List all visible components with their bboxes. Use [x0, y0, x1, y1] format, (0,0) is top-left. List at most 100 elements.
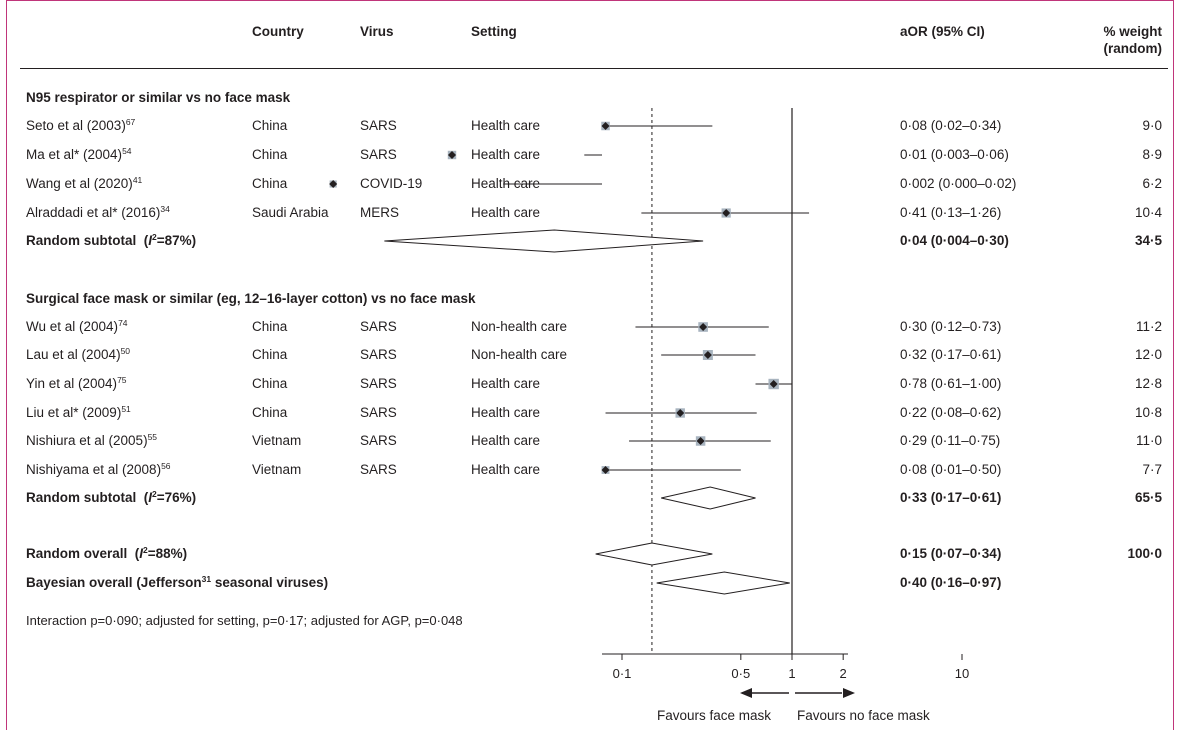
study-aor: 0·41 (0·13–1·26): [900, 205, 1002, 220]
study-name: Wang et al (2020)41: [26, 175, 142, 194]
study-setting: Health care: [471, 176, 541, 191]
study-ref: 74: [118, 318, 128, 328]
study-weight: 10·4: [1134, 205, 1162, 220]
study-country: China: [252, 118, 288, 133]
subtotal-aor: 0·04 (0·004–0·30): [900, 233, 1009, 248]
group-title-surgical: Surgical face mask or similar (eg, 12–16…: [26, 290, 475, 308]
study-name: Lau et al (2004)50: [26, 346, 130, 365]
study-setting: Health care: [471, 147, 541, 162]
study-ref: 54: [122, 146, 132, 156]
group-title-text: Surgical face mask or similar (eg, 12–16…: [26, 291, 476, 306]
study-setting: Non-health care: [471, 347, 568, 362]
bayesian-aor: 0·40 (0·16–0·97): [900, 575, 1002, 590]
study-weight: 6·2: [1142, 176, 1162, 191]
study-label: Nishiura et al (2005): [26, 433, 148, 448]
study-weight: 8·9: [1142, 147, 1162, 162]
study-country: China: [252, 176, 288, 191]
overall-i2: =88%): [147, 546, 188, 561]
study-country: Vietnam: [252, 433, 302, 448]
study-setting: Health care: [471, 118, 541, 133]
header-weight-line1: % weight: [1103, 24, 1162, 39]
study-weight: 10·8: [1134, 405, 1162, 420]
study-aor: 0·30 (0·12–0·73): [900, 319, 1002, 334]
study-ref: 34: [160, 204, 170, 214]
interaction-footnote: Interaction p=0·090; adjusted for settin…: [26, 613, 463, 628]
study-aor: 0·78 (0·61–1·00): [900, 376, 1002, 391]
study-label: Ma et al* (2004): [26, 147, 123, 162]
subtotal-weight: 65·5: [1134, 490, 1162, 505]
study-weight: 7·7: [1142, 462, 1162, 477]
header-country: Country: [252, 24, 304, 39]
favours-no-face-mask: Favours no face mask: [797, 708, 930, 723]
bayesian-label: Bayesian overall (Jefferson31 seasonal v…: [26, 574, 328, 593]
study-weight: 12·8: [1134, 376, 1162, 391]
study-country: China: [252, 147, 288, 162]
study-name: Ma et al* (2004)54: [26, 146, 132, 165]
study-aor: 0·08 (0·01–0·50): [900, 462, 1002, 477]
study-setting: Health care: [471, 205, 541, 220]
subtotal-text: Random subtotal: [26, 490, 137, 505]
study-label: Wu et al (2004): [26, 319, 119, 334]
study-weight: 11·0: [1135, 433, 1162, 448]
overall-text: Random overall: [26, 546, 128, 561]
subtotal-weight: 34·5: [1134, 233, 1162, 248]
subtotal-text: Random subtotal: [26, 233, 137, 248]
header-setting: Setting: [471, 24, 517, 39]
study-ref: 56: [161, 461, 171, 471]
header-virus: Virus: [360, 24, 394, 39]
study-aor: 0·32 (0·17–0·61): [900, 347, 1002, 362]
overall-weight: 100·0: [1127, 546, 1162, 561]
study-country: China: [252, 347, 288, 362]
subtotal-label: Random subtotal (I2=76%): [26, 489, 197, 505]
study-setting: Health care: [471, 433, 541, 448]
study-virus: SARS: [360, 376, 397, 391]
group-title-n95: N95 respirator or similar vs no face mas…: [26, 89, 290, 107]
study-virus: SARS: [360, 405, 397, 420]
study-name: Nishiura et al (2005)55: [26, 432, 157, 451]
group-title-text: N95 respirator or similar vs no face mas…: [26, 90, 291, 105]
study-ref: 41: [132, 175, 143, 185]
study-weight: 9·0: [1142, 118, 1162, 133]
study-virus: SARS: [360, 319, 397, 334]
study-label: Lau et al (2004): [26, 347, 121, 362]
header-aor: aOR (95% CI): [900, 24, 985, 39]
study-virus: MERS: [360, 205, 400, 220]
study-virus: COVID-19: [360, 176, 423, 191]
study-weight: 12·0: [1134, 347, 1162, 362]
study-country: China: [252, 405, 288, 420]
study-name: Nishiyama et al (2008)56: [26, 461, 171, 480]
subtotal-aor: 0·33 (0·17–0·61): [900, 490, 1002, 505]
study-ref: 51: [121, 404, 131, 414]
study-label: Nishiyama et al (2008): [26, 462, 162, 477]
subtotal-i2: =87%): [156, 233, 197, 248]
study-label: Alraddadi et al* (2016): [26, 205, 161, 220]
study-virus: SARS: [360, 462, 397, 477]
study-label: Wang et al (2020): [26, 176, 133, 191]
study-country: China: [252, 319, 288, 334]
study-setting: Non-health care: [471, 319, 568, 334]
subtotal-label: Random subtotal (I2=87%): [26, 232, 197, 248]
study-label: Liu et al* (2009): [26, 405, 122, 420]
study-virus: SARS: [360, 433, 397, 448]
study-name: Seto et al (2003)67: [26, 117, 135, 136]
study-country: Saudi Arabia: [252, 205, 329, 220]
study-virus: SARS: [360, 147, 397, 162]
study-country: Vietnam: [252, 462, 302, 477]
overall-aor: 0·15 (0·07–0·34): [900, 546, 1002, 561]
subtotal-i2: =76%): [156, 490, 197, 505]
study-country: China: [252, 376, 288, 391]
study-aor: 0·08 (0·02–0·34): [900, 118, 1002, 133]
study-label: Seto et al (2003): [26, 118, 126, 133]
study-aor: 0·002 (0·000–0·02): [900, 176, 1017, 191]
study-aor: 0·29 (0·11–0·75): [900, 433, 1001, 448]
study-setting: Health care: [471, 376, 541, 391]
study-aor: 0·22 (0·08–0·62): [900, 405, 1002, 420]
study-ref: 50: [120, 346, 131, 356]
study-ref: 55: [147, 432, 158, 442]
study-label: Yin et al (2004): [26, 376, 118, 391]
bayesian-ref: 31: [201, 574, 212, 584]
study-name: Liu et al* (2009)51: [26, 404, 131, 423]
figure-frame: [6, 0, 1174, 730]
header-rule: [20, 68, 1168, 69]
study-setting: Health care: [471, 462, 541, 477]
